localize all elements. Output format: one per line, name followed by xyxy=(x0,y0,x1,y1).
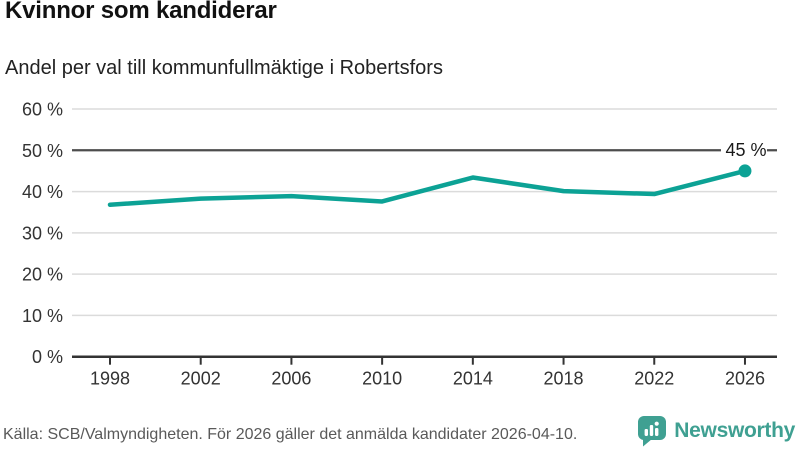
y-axis-tick-label: 20 % xyxy=(22,265,63,285)
x-axis-tick-label: 2022 xyxy=(634,369,674,389)
chart-subtitle: Andel per val till kommunfullmäktige i R… xyxy=(5,57,443,79)
chart-title: Kvinnor som kandiderar xyxy=(5,0,277,24)
x-axis-tick-label: 2018 xyxy=(544,369,584,389)
data-line xyxy=(107,168,748,208)
x-axis-tick-label: 2014 xyxy=(453,369,493,389)
x-axis-tick-label: 2026 xyxy=(725,369,765,389)
y-axis-tick-label: 30 % xyxy=(22,223,63,243)
y-axis-tick-label: 0 % xyxy=(32,347,63,367)
y-axis-tick-label: 60 % xyxy=(22,100,63,120)
x-axis-tick-label: 1998 xyxy=(90,369,130,389)
x-axis-tick-label: 2002 xyxy=(181,369,221,389)
newsworthy-wordmark: Newsworthy xyxy=(674,419,795,442)
source-note: Källa: SCB/Valmyndigheten. För 2026 gäll… xyxy=(3,426,578,443)
annotation-backdrop xyxy=(720,138,767,160)
newsworthy-logo[interactable]: Newsworthy xyxy=(637,415,795,447)
x-axis-tick-label: 2010 xyxy=(362,369,402,389)
y-axis-tick-label: 40 % xyxy=(22,182,63,202)
y-axis-tick-label: 50 % xyxy=(22,141,63,161)
y-axis-tick-label: 10 % xyxy=(22,306,63,326)
newsworthy-logo-icon xyxy=(638,416,667,447)
last-value-label: 45 % xyxy=(725,140,766,160)
data-point-2026 xyxy=(738,164,752,178)
x-axis-tick-label: 2006 xyxy=(271,369,311,389)
